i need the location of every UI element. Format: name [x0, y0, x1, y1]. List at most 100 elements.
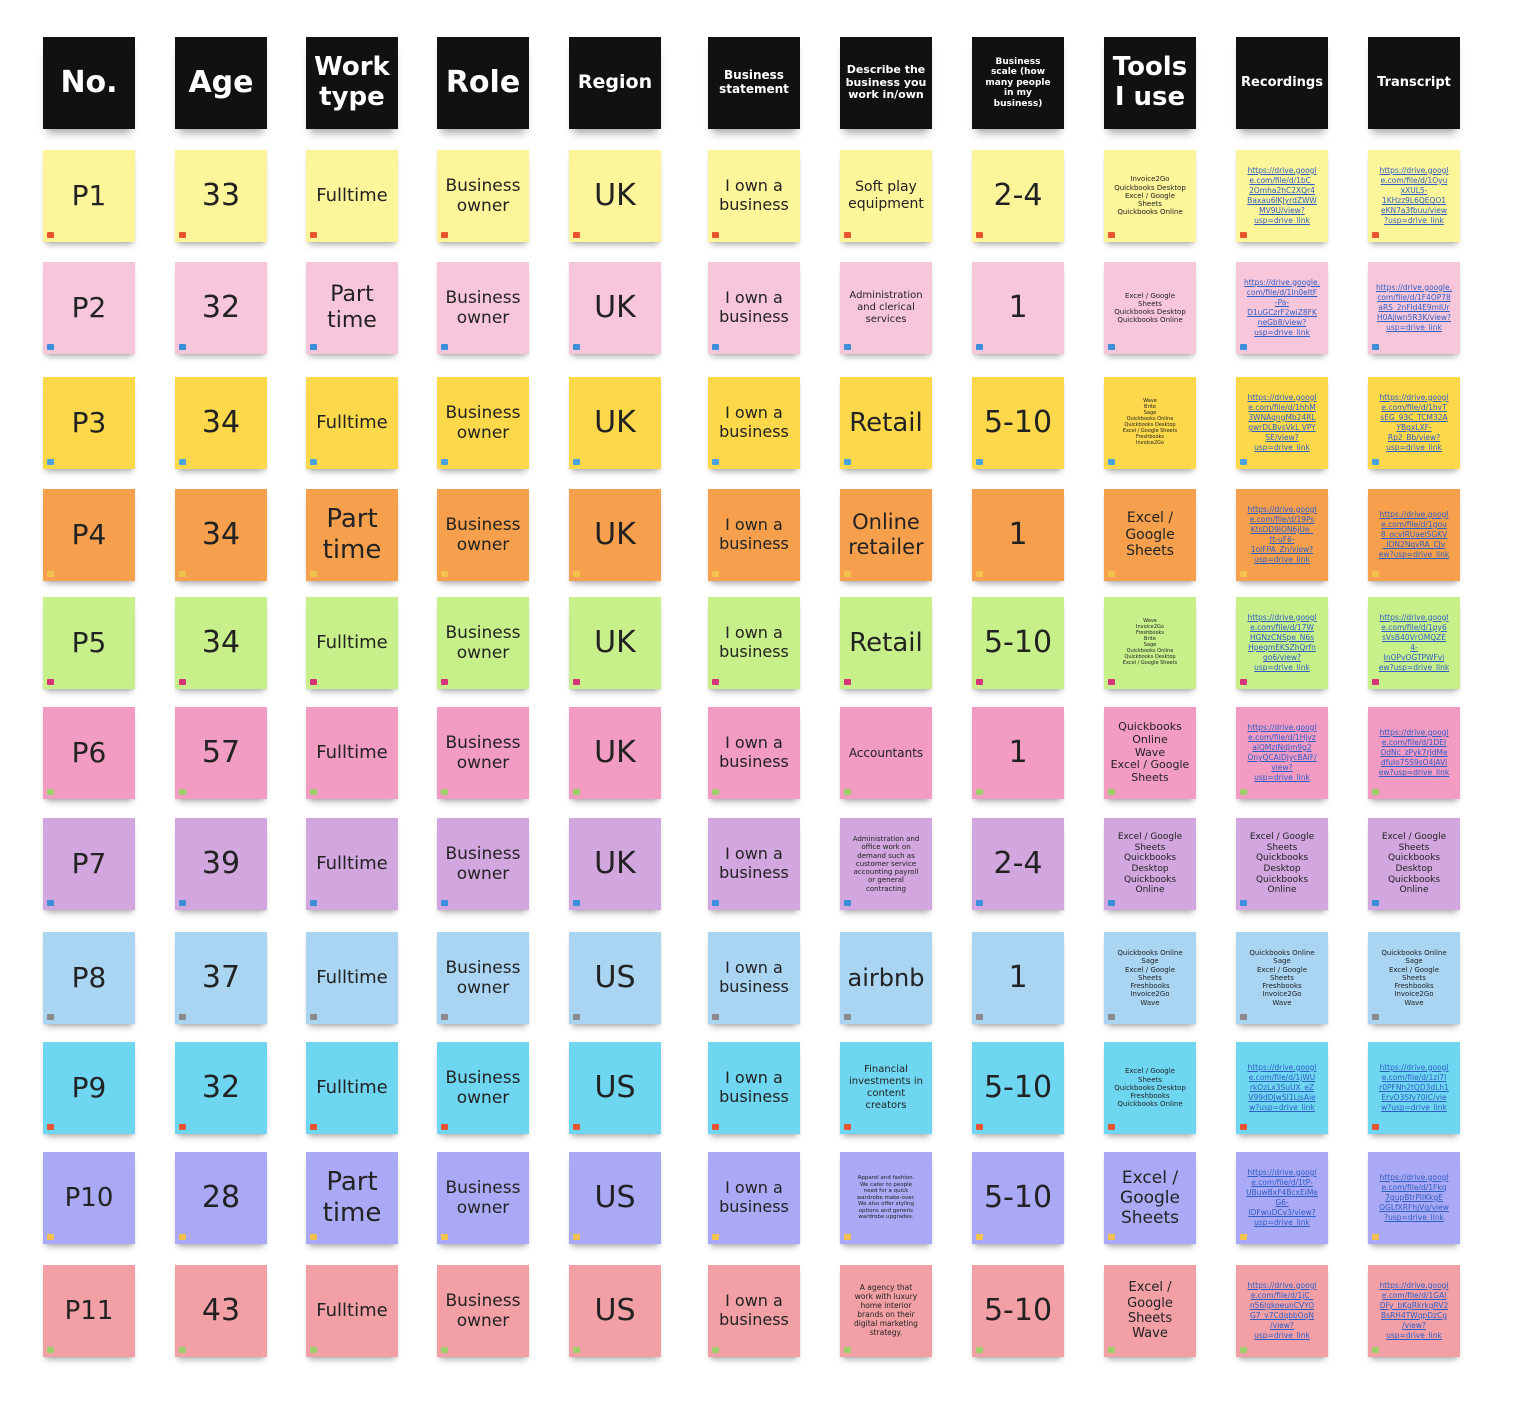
sticky-note-business-scale[interactable]: 1: [972, 489, 1064, 581]
sticky-note-region[interactable]: UK: [569, 818, 661, 910]
sticky-note-recordings[interactable]: Quickbooks Online Sage Excel / Google Sh…: [1236, 932, 1328, 1024]
sticky-note-role[interactable]: Business owner: [437, 707, 529, 799]
sticky-note-business-scale[interactable]: 1: [972, 262, 1064, 354]
sticky-note-business-description[interactable]: Retail: [840, 597, 932, 689]
sticky-note-business-description[interactable]: Financial investments in content creator…: [840, 1042, 932, 1134]
header-business-scale[interactable]: Business scale (how many people in my bu…: [972, 37, 1064, 129]
sticky-note-recordings[interactable]: https://drive.googl e.com/file/d/19Ps Kt…: [1236, 489, 1328, 581]
link-text[interactable]: https://drive.googl e.com/file/d/1jC_ n5…: [1247, 1280, 1317, 1341]
sticky-note-transcript[interactable]: https://drive.googl e.com/file/d/1hvT sE…: [1368, 377, 1460, 469]
sticky-note-recordings[interactable]: https://drive.googl e.com/file/d/1jC_ n5…: [1236, 1265, 1328, 1357]
sticky-note-work-type[interactable]: Fulltime: [306, 1265, 398, 1357]
sticky-note-recordings[interactable]: https://drive.googl e.com/file/d/1bC_ 2O…: [1236, 150, 1328, 242]
sticky-note-work-type[interactable]: Fulltime: [306, 932, 398, 1024]
sticky-note-number[interactable]: P4: [43, 489, 135, 581]
sticky-note-tools[interactable]: Invoice2Go Quickbooks Desktop Excel / Go…: [1104, 150, 1196, 242]
sticky-note-number[interactable]: P1: [43, 150, 135, 242]
sticky-note-tools[interactable]: Wave Brite Sage Quickbooks Online Quickb…: [1104, 377, 1196, 469]
sticky-note-transcript[interactable]: https://drive.googl e.com/file/d/1GAl DF…: [1368, 1265, 1460, 1357]
sticky-note-business-scale[interactable]: 1: [972, 707, 1064, 799]
sticky-note-business-description[interactable]: Accountants: [840, 707, 932, 799]
sticky-note-role[interactable]: Business owner: [437, 262, 529, 354]
sticky-note-business-scale[interactable]: 5-10: [972, 1042, 1064, 1134]
sticky-note-business-description[interactable]: Administration and office work on demand…: [840, 818, 932, 910]
sticky-note-region[interactable]: UK: [569, 262, 661, 354]
sticky-note-tools[interactable]: Excel / Google Sheets Quickbooks Desktop…: [1104, 1042, 1196, 1134]
link-text[interactable]: https://drive.googl e.com/file/d/1zl7I r…: [1379, 1062, 1449, 1113]
sticky-note-business-statement[interactable]: I own a business: [708, 932, 800, 1024]
link-text[interactable]: https://drive.google. com/file/d/1In0elt…: [1243, 277, 1321, 338]
link-text[interactable]: https://drive.googl e.com/file/d/1Hjvz a…: [1247, 722, 1317, 783]
header-business-statement[interactable]: Business statement: [708, 37, 800, 129]
sticky-note-business-description[interactable]: A agency that work with luxury home inte…: [840, 1265, 932, 1357]
sticky-note-tools[interactable]: Excel / Google Sheets: [1104, 1152, 1196, 1244]
sticky-note-work-type[interactable]: Part time: [306, 489, 398, 581]
link-text[interactable]: https://drive.googl e.com/file/d/1hvT sE…: [1379, 392, 1449, 453]
sticky-note-region[interactable]: UK: [569, 597, 661, 689]
sticky-note-region[interactable]: US: [569, 1265, 661, 1357]
sticky-note-region[interactable]: US: [569, 1152, 661, 1244]
sticky-note-role[interactable]: Business owner: [437, 1042, 529, 1134]
sticky-note-age[interactable]: 34: [175, 489, 267, 581]
sticky-note-work-type[interactable]: Fulltime: [306, 597, 398, 689]
sticky-note-business-description[interactable]: Apparel and fashion. We cater to people …: [840, 1152, 932, 1244]
sticky-note-role[interactable]: Business owner: [437, 597, 529, 689]
header-tools[interactable]: Tools I use: [1104, 37, 1196, 129]
sticky-note-tools[interactable]: Wave Invoice2Go Freshbooks Brite Sage Qu…: [1104, 597, 1196, 689]
sticky-note-tools[interactable]: Quickbooks Online Wave Excel / Google Sh…: [1104, 707, 1196, 799]
sticky-note-age[interactable]: 34: [175, 597, 267, 689]
link-text[interactable]: https://drive.googl e.com/file/d/1hhM 3W…: [1247, 392, 1317, 453]
sticky-note-age[interactable]: 34: [175, 377, 267, 469]
sticky-note-number[interactable]: P5: [43, 597, 135, 689]
sticky-note-business-statement[interactable]: I own a business: [708, 150, 800, 242]
sticky-note-recordings[interactable]: https://drive.googl e.com/file/d/1hhM 3W…: [1236, 377, 1328, 469]
sticky-note-age[interactable]: 33: [175, 150, 267, 242]
header-role[interactable]: Role: [437, 37, 529, 129]
sticky-note-age[interactable]: 57: [175, 707, 267, 799]
sticky-note-role[interactable]: Business owner: [437, 377, 529, 469]
sticky-note-transcript[interactable]: Excel / Google Sheets Quickbooks Desktop…: [1368, 818, 1460, 910]
sticky-note-business-description[interactable]: Online retailer: [840, 489, 932, 581]
sticky-note-age[interactable]: 37: [175, 932, 267, 1024]
header-region[interactable]: Region: [569, 37, 661, 129]
sticky-note-business-scale[interactable]: 1: [972, 932, 1064, 1024]
sticky-note-role[interactable]: Business owner: [437, 1265, 529, 1357]
sticky-note-business-description[interactable]: Retail: [840, 377, 932, 469]
sticky-note-role[interactable]: Business owner: [437, 1152, 529, 1244]
sticky-note-business-scale[interactable]: 5-10: [972, 1265, 1064, 1357]
sticky-note-region[interactable]: UK: [569, 489, 661, 581]
header-business-description[interactable]: Describe the business you work in/own: [840, 37, 932, 129]
sticky-note-business-scale[interactable]: 2-4: [972, 818, 1064, 910]
sticky-note-business-scale[interactable]: 5-10: [972, 1152, 1064, 1244]
sticky-note-business-description[interactable]: airbnb: [840, 932, 932, 1024]
sticky-note-age[interactable]: 32: [175, 262, 267, 354]
sticky-note-transcript[interactable]: Quickbooks Online Sage Excel / Google Sh…: [1368, 932, 1460, 1024]
sticky-note-business-statement[interactable]: I own a business: [708, 489, 800, 581]
sticky-note-number[interactable]: P10: [43, 1152, 135, 1244]
sticky-note-number[interactable]: P7: [43, 818, 135, 910]
link-text[interactable]: https://drive.googl e.com/file/d/1Fkq 7g…: [1379, 1172, 1449, 1223]
sticky-note-region[interactable]: US: [569, 932, 661, 1024]
link-text[interactable]: https://drive.googl e.com/file/d/1jWU rk…: [1247, 1062, 1317, 1113]
sticky-note-business-statement[interactable]: I own a business: [708, 1042, 800, 1134]
header-transcript[interactable]: Transcript: [1368, 37, 1460, 129]
sticky-note-age[interactable]: 39: [175, 818, 267, 910]
sticky-note-business-statement[interactable]: I own a business: [708, 1265, 800, 1357]
sticky-note-work-type[interactable]: Fulltime: [306, 377, 398, 469]
sticky-note-recordings[interactable]: https://drive.googl e.com/file/d/1Hjvz a…: [1236, 707, 1328, 799]
sticky-note-region[interactable]: UK: [569, 707, 661, 799]
sticky-note-recordings[interactable]: https://drive.googl e.com/file/d/1jWU rk…: [1236, 1042, 1328, 1134]
sticky-note-business-statement[interactable]: I own a business: [708, 262, 800, 354]
sticky-note-transcript[interactable]: https://drive.googl e.com/file/d/1Fkq 7g…: [1368, 1152, 1460, 1244]
sticky-note-business-statement[interactable]: I own a business: [708, 1152, 800, 1244]
header-work-type[interactable]: Work type: [306, 37, 398, 129]
sticky-note-transcript[interactable]: https://drive.googl e.com/file/d/1Oyu xX…: [1368, 150, 1460, 242]
sticky-note-work-type[interactable]: Fulltime: [306, 1042, 398, 1134]
sticky-note-number[interactable]: P6: [43, 707, 135, 799]
header-age[interactable]: Age: [175, 37, 267, 129]
sticky-note-recordings[interactable]: https://drive.google. com/file/d/1In0elt…: [1236, 262, 1328, 354]
sticky-note-work-type[interactable]: Fulltime: [306, 818, 398, 910]
sticky-note-recordings[interactable]: https://drive.googl e.com/file/d/1tP- UB…: [1236, 1152, 1328, 1244]
sticky-note-transcript[interactable]: https://drive.googl e.com/file/d/1py6 sV…: [1368, 597, 1460, 689]
sticky-note-business-statement[interactable]: I own a business: [708, 707, 800, 799]
